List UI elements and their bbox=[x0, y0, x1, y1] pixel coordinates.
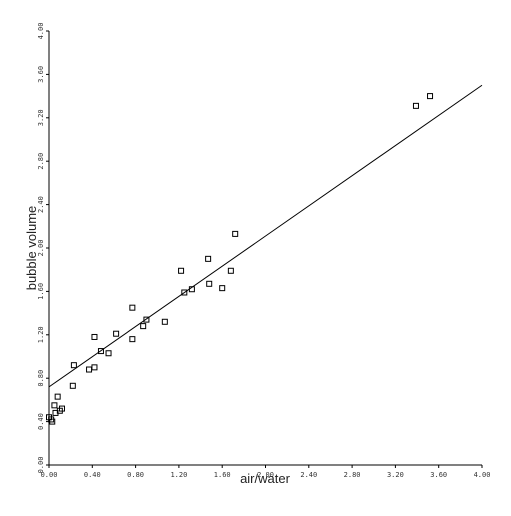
data-point bbox=[143, 316, 150, 323]
data-point bbox=[140, 323, 147, 330]
y-tick-label: 0.40 bbox=[37, 413, 45, 430]
data-point bbox=[69, 382, 76, 389]
x-tick-label: 2.40 bbox=[300, 471, 317, 479]
data-point bbox=[232, 230, 239, 237]
y-tick-label: 3.20 bbox=[37, 109, 45, 126]
data-point bbox=[427, 93, 434, 100]
data-point bbox=[97, 348, 104, 355]
data-point bbox=[91, 364, 98, 371]
data-point bbox=[205, 255, 212, 262]
x-tick-label: 2.80 bbox=[344, 471, 361, 479]
x-tick-label: 2.00 bbox=[257, 471, 274, 479]
y-tick-label: 3.60 bbox=[37, 66, 45, 83]
data-point bbox=[54, 393, 61, 400]
axis-ticks: 0.00 0.40 0.80 1.20 1.60 2.00 2.40 2.80 3.20 3.60… bbox=[37, 23, 490, 479]
data-point bbox=[188, 286, 195, 293]
data-point bbox=[113, 330, 120, 337]
data-point bbox=[91, 333, 98, 340]
data-point bbox=[178, 267, 185, 274]
data-points bbox=[46, 93, 434, 425]
y-tick-label: 2.00 bbox=[37, 240, 45, 257]
data-point bbox=[412, 102, 419, 109]
x-tick-label: 4.00 bbox=[474, 471, 491, 479]
y-tick-label: 0.00 bbox=[37, 457, 45, 474]
data-point bbox=[49, 418, 56, 425]
y-tick-label: 0.80 bbox=[37, 370, 45, 387]
y-tick-label: 1.60 bbox=[37, 283, 45, 300]
y-axis-label: bubble volume bbox=[24, 206, 39, 291]
data-point bbox=[227, 267, 234, 274]
regression-line-group bbox=[48, 84, 483, 388]
data-point bbox=[129, 304, 136, 311]
data-point bbox=[86, 366, 93, 373]
y-tick-label: 2.80 bbox=[37, 153, 45, 170]
x-tick-label: 0.40 bbox=[84, 471, 101, 479]
data-point bbox=[105, 350, 112, 357]
axes bbox=[48, 31, 482, 466]
x-tick-label: 0.80 bbox=[127, 471, 144, 479]
x-axis-label: air/water bbox=[240, 471, 291, 486]
y-tick-label: 2.40 bbox=[37, 196, 45, 213]
x-tick-label: 1.60 bbox=[214, 471, 231, 479]
data-point bbox=[58, 405, 65, 412]
data-point bbox=[129, 336, 136, 343]
data-point bbox=[70, 362, 77, 369]
x-tick-label: 3.20 bbox=[387, 471, 404, 479]
data-point bbox=[219, 285, 226, 292]
data-point bbox=[206, 280, 213, 287]
regression-line bbox=[48, 84, 483, 388]
x-tick-label: 1.20 bbox=[170, 471, 187, 479]
y-tick-label: 4.00 bbox=[37, 23, 45, 40]
data-point bbox=[51, 402, 58, 409]
data-point bbox=[161, 318, 168, 325]
data-point bbox=[181, 289, 188, 296]
x-tick-label: 3.60 bbox=[430, 471, 447, 479]
y-tick-label: 1.20 bbox=[37, 326, 45, 343]
x-tick-label: 0.00 bbox=[41, 471, 58, 479]
